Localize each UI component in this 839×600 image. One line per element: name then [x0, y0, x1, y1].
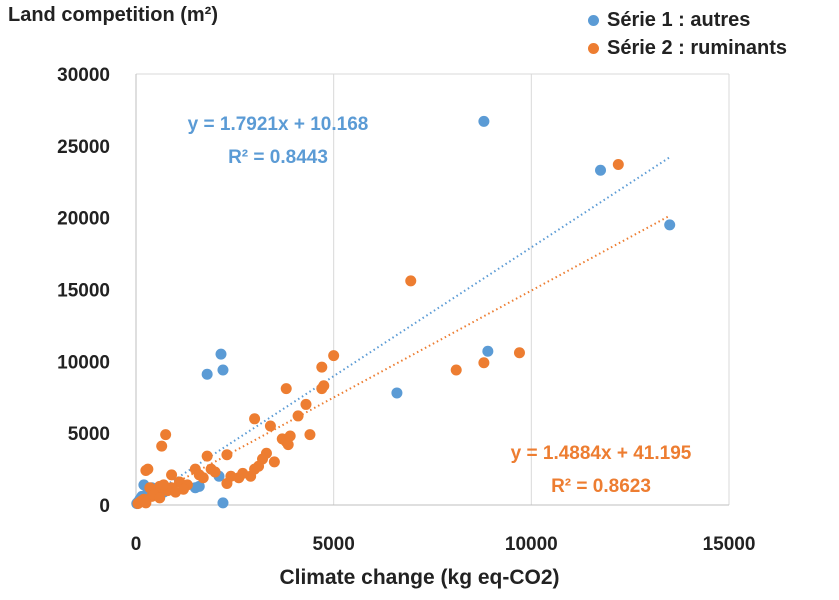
data-point-series-2-59 — [193, 469, 205, 481]
data-point-series-1-6 — [201, 368, 213, 380]
r-squared-series-1: R² = 0.8443 — [228, 147, 328, 168]
x-tick-label-1: 5000 — [313, 534, 355, 555]
data-point-series-2-6 — [316, 361, 328, 373]
y-tick-label-5: 25000 — [57, 137, 110, 158]
data-point-series-2-8 — [318, 380, 330, 392]
data-point-series-2-13 — [264, 420, 276, 432]
data-point-series-2-57 — [140, 497, 152, 509]
y-tick-label-0: 0 — [99, 496, 110, 517]
data-point-series-2-9 — [280, 383, 292, 395]
x-axis-label: Climate change (kg eq-CO2) — [279, 566, 560, 589]
data-point-series-1-9 — [217, 497, 229, 509]
x-tick-label-0: 0 — [131, 534, 142, 555]
data-point-series-2-32 — [166, 469, 178, 481]
data-point-series-2-56 — [154, 492, 166, 504]
data-point-series-2-5 — [450, 364, 462, 376]
data-point-series-2-12 — [249, 413, 261, 425]
y-tick-label-2: 10000 — [57, 352, 110, 373]
data-point-series-1-1 — [595, 164, 607, 176]
legend-label-series-1: Série 1 : autres — [607, 8, 751, 31]
data-point-series-2-16 — [282, 439, 294, 451]
data-point-series-2-48 — [158, 479, 170, 491]
x-tick-label-2: 10000 — [505, 534, 558, 555]
data-point-series-2-2 — [513, 347, 525, 359]
data-point-series-2-43 — [140, 465, 152, 477]
data-point-series-2-54 — [268, 456, 280, 468]
r-squared-series-2: R² = 0.8623 — [551, 476, 651, 497]
data-point-series-2-1 — [405, 275, 417, 287]
data-point-series-2-4 — [478, 357, 490, 369]
data-point-series-2-36 — [156, 440, 168, 452]
legend-item-series-2: Série 2 : ruminants — [588, 34, 787, 62]
legend-item-series-1: Série 1 : autres — [588, 6, 787, 34]
data-point-series-2-51 — [225, 470, 237, 482]
data-point-series-1-0 — [478, 115, 490, 127]
data-point-series-2-58 — [177, 483, 189, 495]
legend-marker-series-1 — [588, 14, 599, 26]
legend-label-series-2: Série 2 : ruminants — [607, 36, 788, 59]
data-point-series-2-24 — [221, 449, 233, 461]
data-point-series-2-53 — [253, 460, 265, 472]
data-point-series-2-27 — [201, 450, 213, 462]
data-point-series-2-28 — [209, 466, 221, 478]
data-point-series-2-18 — [304, 429, 316, 441]
data-point-series-1-4 — [215, 348, 227, 360]
equation-series-2: y = 1.4884x + 41.195 — [511, 443, 692, 464]
data-point-series-1-2 — [664, 219, 676, 231]
data-point-series-2-47 — [132, 498, 144, 510]
data-point-series-2-52 — [237, 467, 249, 479]
legend-marker-series-2 — [588, 42, 599, 54]
data-point-series-2-11 — [292, 410, 304, 422]
x-tick-label-3: 15000 — [703, 534, 756, 555]
data-point-series-2-35 — [160, 429, 172, 441]
data-point-series-2-0 — [612, 159, 624, 171]
data-point-series-1-5 — [217, 364, 229, 376]
y-tick-label-1: 5000 — [68, 424, 110, 445]
data-point-series-1-7 — [391, 387, 403, 399]
y-axis-label: Land competition (m²) — [8, 4, 218, 26]
y-tick-label-6: 30000 — [57, 65, 110, 86]
data-point-series-2-17 — [284, 430, 296, 442]
data-point-series-1-11 — [193, 480, 205, 492]
data-point-series-2-10 — [300, 398, 312, 410]
y-tick-label-4: 20000 — [57, 209, 110, 230]
equation-series-1: y = 1.7921x + 10.168 — [188, 114, 369, 135]
data-point-series-2-3 — [328, 350, 340, 362]
legend: Série 1 : autres Série 2 : ruminants — [588, 6, 787, 62]
data-point-series-1-3 — [482, 345, 494, 357]
y-tick-label-3: 15000 — [57, 281, 110, 302]
